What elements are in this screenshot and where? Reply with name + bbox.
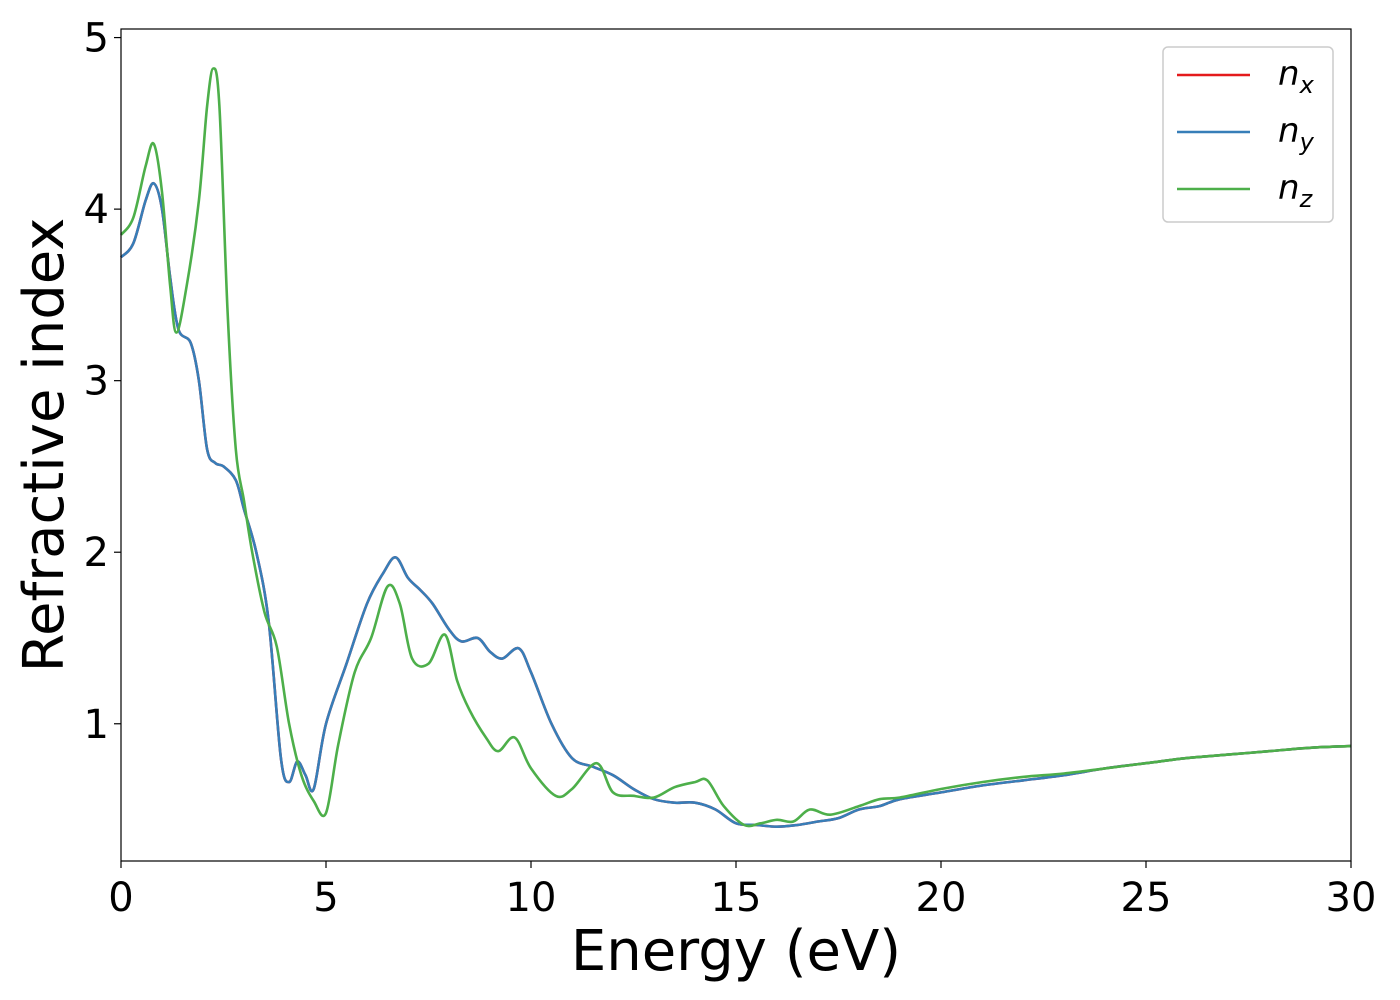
y-tick-label: 1 <box>84 702 109 748</box>
x-tick-label: 20 <box>916 875 967 921</box>
x-tick-label: 5 <box>313 875 338 921</box>
series-line-z <box>119 67 1352 828</box>
y-axis-ticks: 1 2 3 4 5 <box>84 16 121 748</box>
series-line-y <box>120 182 1352 828</box>
legend-label-x: nx <box>1278 54 1315 99</box>
x-tick-label: 0 <box>108 875 133 921</box>
legend-label-z: nz <box>1278 168 1314 213</box>
y-axis-label: Refractive index <box>12 218 77 673</box>
x-tick-label: 15 <box>711 875 762 921</box>
x-axis-ticks: 0 5 10 15 20 25 30 <box>108 861 1376 921</box>
y-tick-label: 2 <box>84 530 109 576</box>
series-layer <box>119 67 1352 828</box>
legend-label-y: ny <box>1278 111 1315 156</box>
x-axis-label: Energy (eV) <box>571 919 901 984</box>
legend-box <box>1162 46 1334 223</box>
series-line-x <box>120 182 1352 828</box>
legend: nx ny nz <box>1162 46 1334 223</box>
x-tick-label: 10 <box>506 875 557 921</box>
y-tick-label: 5 <box>84 16 109 62</box>
x-tick-label: 25 <box>1121 875 1172 921</box>
y-tick-label: 4 <box>84 187 109 233</box>
x-tick-label: 30 <box>1326 875 1377 921</box>
y-tick-label: 3 <box>84 359 109 405</box>
